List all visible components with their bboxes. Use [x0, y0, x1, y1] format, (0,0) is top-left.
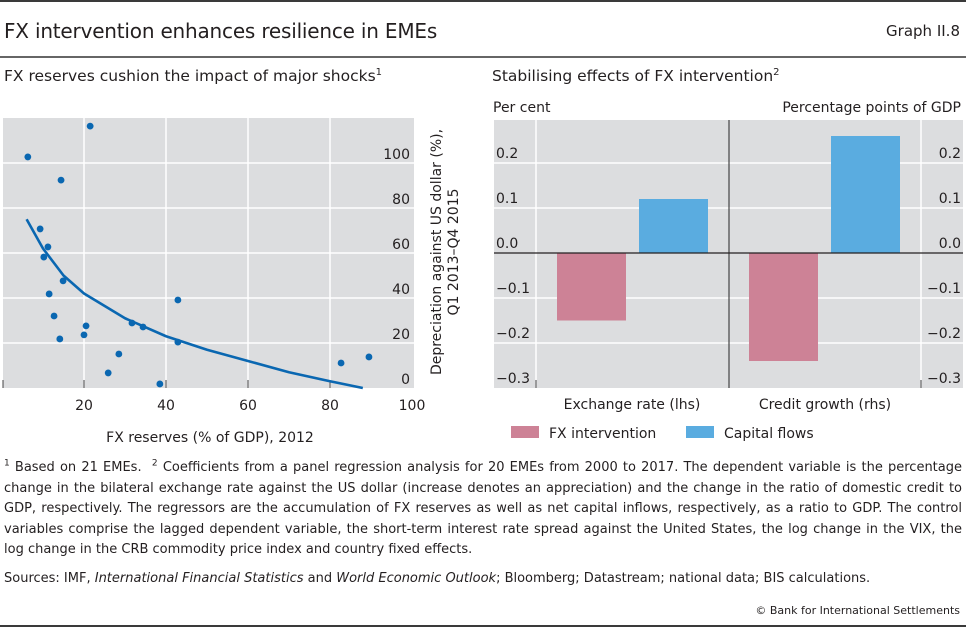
bar-capital-flows: [639, 199, 708, 253]
footnote-2-text: Coefficients from a panel regression ana…: [4, 460, 962, 557]
category-label: Credit growth (rhs): [759, 397, 891, 413]
scatter-point: [174, 338, 182, 346]
legend-label: FX intervention: [549, 426, 656, 442]
bar-fx-intervention: [557, 253, 626, 321]
right-y-tick-label: 0.1: [939, 191, 961, 207]
fit-line: [25, 218, 364, 390]
left-panel-title-text: FX reserves cushion the impact of major …: [4, 67, 376, 85]
scatter-point: [139, 323, 147, 331]
bar-chart: Per cent Percentage points of GDP −0.3 −0.3…: [493, 100, 963, 442]
sources-suffix: ; Bloomberg; Datastream; national data; …: [496, 571, 871, 586]
sources-weo: World Economic Outlook: [336, 571, 497, 586]
scatter-point: [45, 290, 53, 298]
scatter-point: [365, 353, 373, 361]
y-tick-label: 100: [383, 147, 410, 163]
right-y-tick-label: −0.1: [927, 281, 961, 297]
left-y-tick-label: −0.2: [496, 326, 530, 342]
bar-fx-intervention: [749, 253, 818, 361]
scatter-point: [80, 331, 88, 339]
title-rule: [0, 56, 966, 58]
scatter-point: [86, 122, 94, 130]
left-y-tick-label: 0.2: [496, 146, 518, 162]
left-panel-title: FX reserves cushion the impact of major …: [4, 67, 382, 85]
category-label: Exchange rate (lhs): [564, 397, 701, 413]
scatter-point: [104, 369, 112, 377]
scatter-point: [337, 359, 345, 367]
x-tick-label: 20: [75, 398, 93, 414]
y-tick-label: 60: [392, 237, 410, 253]
right-y-tick-label: −0.3: [927, 371, 961, 387]
footnote-1-marker: 1: [4, 458, 10, 469]
x-tick-label: 60: [239, 398, 257, 414]
x-tick-label: 100: [399, 398, 426, 414]
scatter-point: [128, 319, 136, 327]
right-y-tick-label: 0.0: [939, 236, 961, 252]
x-tick-label: 80: [321, 398, 339, 414]
left-axis-unit: Per cent: [493, 100, 551, 116]
copyright: © Bank for International Settlements: [755, 604, 960, 617]
scatter-point: [156, 380, 164, 388]
scatter-chart: 0 20 40 60 80 100 20 40 60 80 100 FX reserves (% of…: [2, 118, 462, 446]
left-y-tick-label: 0.1: [496, 191, 518, 207]
bar-capital-flows: [831, 136, 900, 253]
y-axis-label-line: Q1 2013–Q4 2015: [446, 188, 462, 315]
footnote-2-marker: 2: [151, 458, 158, 469]
scatter-point: [44, 243, 52, 251]
sources-prefix: Sources: IMF,: [4, 571, 95, 586]
scatter-point: [59, 277, 67, 285]
legend-label: Capital flows: [724, 426, 814, 442]
footnote-marker: 1: [375, 66, 383, 78]
sources: Sources: IMF, International Financial St…: [4, 571, 870, 586]
scatter-point: [50, 312, 58, 320]
scatter-point: [115, 350, 123, 358]
footnote-marker: 2: [773, 66, 780, 78]
top-rule: [0, 0, 966, 2]
right-y-tick-label: −0.2: [927, 326, 961, 342]
scatter-point: [57, 176, 65, 184]
graph-title: FX intervention enhances resilience in E…: [4, 19, 438, 43]
right-y-tick-label: 0.2: [939, 146, 961, 162]
left-y-tick-label: −0.3: [496, 371, 530, 387]
y-tick-label: 0: [401, 372, 410, 388]
scatter-point: [40, 253, 48, 261]
right-axis-unit: Percentage points of GDP: [782, 100, 961, 116]
right-panel-title-text: Stabilising effects of FX intervention: [492, 67, 774, 85]
charts-canvas: 0 20 40 60 80 100 20 40 60 80 100 FX reserves (% of…: [2, 100, 963, 446]
sources-ifs: International Financial Statistics: [94, 571, 304, 586]
sources-mid: and: [303, 571, 337, 586]
right-panel-title: Stabilising effects of FX intervention2: [492, 67, 780, 85]
y-axis-label: Depreciation against US dollar (%),Q1 20…: [429, 129, 462, 375]
left-y-tick-label: 0.0: [496, 236, 518, 252]
y-tick-label: 20: [392, 327, 410, 343]
footnotes: 1 Based on 21 EMEs. 2 Coefficients from …: [4, 458, 962, 561]
bottom-rule: [0, 625, 966, 627]
legend-swatch: [686, 426, 714, 438]
legend-swatch: [511, 426, 539, 438]
x-axis-label: FX reserves (% of GDP), 2012: [106, 430, 314, 446]
scatter-point: [82, 322, 90, 330]
y-tick-label: 40: [392, 282, 410, 298]
footnote-1-text: Based on 21 EMEs.: [9, 460, 152, 475]
y-axis-label-line: Depreciation against US dollar (%),: [429, 129, 445, 375]
scatter-point: [56, 335, 64, 343]
graph-number: Graph II.8: [886, 22, 960, 40]
y-tick-label: 80: [392, 192, 410, 208]
scatter-point: [174, 296, 182, 304]
x-tick-label: 40: [157, 398, 175, 414]
scatter-point: [24, 153, 32, 161]
left-y-tick-label: −0.1: [496, 281, 530, 297]
scatter-point: [36, 225, 44, 233]
